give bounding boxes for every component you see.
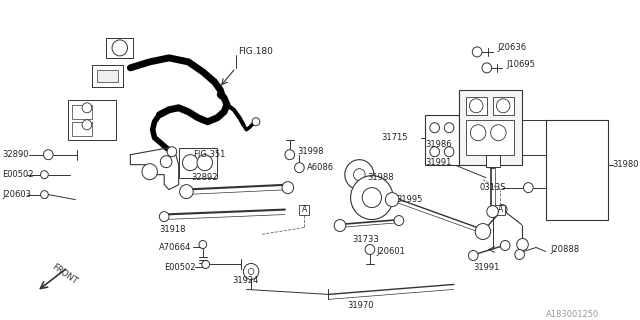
Circle shape <box>40 191 48 199</box>
Circle shape <box>444 123 454 133</box>
Circle shape <box>180 185 193 199</box>
Circle shape <box>487 205 499 218</box>
Text: E00502: E00502 <box>2 170 33 179</box>
Text: 31991: 31991 <box>473 263 500 272</box>
Text: J20888: J20888 <box>550 245 580 254</box>
Circle shape <box>470 125 486 141</box>
Text: A: A <box>301 205 307 214</box>
Circle shape <box>497 204 507 215</box>
Circle shape <box>142 164 157 180</box>
Circle shape <box>167 147 177 157</box>
Circle shape <box>40 171 48 179</box>
Circle shape <box>182 155 198 171</box>
Bar <box>97 70 118 82</box>
Circle shape <box>159 212 169 221</box>
Circle shape <box>468 251 478 260</box>
Bar <box>179 148 218 178</box>
Text: E00502: E00502 <box>164 263 196 272</box>
Text: A70664: A70664 <box>159 243 192 252</box>
Text: 31986: 31986 <box>425 140 452 149</box>
Bar <box>72 122 92 136</box>
Bar <box>92 65 123 87</box>
Text: J10695: J10695 <box>506 60 535 69</box>
Circle shape <box>161 156 172 168</box>
Text: 31924: 31924 <box>232 276 258 285</box>
Bar <box>106 38 133 58</box>
Circle shape <box>285 150 294 160</box>
Circle shape <box>351 176 393 220</box>
Circle shape <box>82 103 92 113</box>
Text: 32890: 32890 <box>2 150 28 159</box>
Bar <box>493 97 514 115</box>
Circle shape <box>524 183 533 193</box>
Bar <box>68 100 116 140</box>
Circle shape <box>476 224 491 239</box>
Circle shape <box>248 268 254 275</box>
Bar <box>546 120 609 220</box>
Circle shape <box>243 263 259 279</box>
Text: A: A <box>498 205 503 214</box>
Text: 31988: 31988 <box>367 173 394 182</box>
Circle shape <box>491 125 506 141</box>
Text: 31715: 31715 <box>381 133 408 142</box>
Circle shape <box>199 241 207 249</box>
Circle shape <box>202 260 209 268</box>
Circle shape <box>472 47 482 57</box>
Circle shape <box>282 182 294 194</box>
Text: 0313S: 0313S <box>479 183 506 192</box>
Circle shape <box>516 238 529 251</box>
Circle shape <box>430 123 440 133</box>
Text: J20601: J20601 <box>377 247 406 256</box>
Bar <box>425 115 459 165</box>
Bar <box>495 204 505 215</box>
Text: 31995: 31995 <box>396 195 422 204</box>
Text: 31970: 31970 <box>348 301 374 310</box>
Text: FIG.351: FIG.351 <box>193 150 225 159</box>
Circle shape <box>487 157 499 169</box>
Bar <box>465 97 487 115</box>
Circle shape <box>500 241 510 251</box>
Circle shape <box>430 147 440 157</box>
Text: FIG.180: FIG.180 <box>239 47 273 56</box>
Circle shape <box>334 220 346 232</box>
Circle shape <box>515 250 524 260</box>
Circle shape <box>362 188 381 208</box>
Text: FRONT: FRONT <box>50 262 79 286</box>
Circle shape <box>197 155 212 171</box>
Circle shape <box>469 99 483 113</box>
Circle shape <box>353 169 365 180</box>
Text: J20636: J20636 <box>497 44 527 52</box>
Circle shape <box>497 99 510 113</box>
Text: 31918: 31918 <box>159 225 186 234</box>
Bar <box>300 204 309 215</box>
Circle shape <box>252 118 260 126</box>
Circle shape <box>482 63 492 73</box>
Bar <box>465 120 514 155</box>
Text: 31998: 31998 <box>298 147 324 156</box>
Circle shape <box>385 193 399 207</box>
Circle shape <box>394 216 404 226</box>
Circle shape <box>294 163 304 173</box>
Bar <box>486 155 500 167</box>
Circle shape <box>345 160 374 190</box>
Bar <box>459 90 522 165</box>
Text: J20603: J20603 <box>2 190 31 199</box>
Text: 31991: 31991 <box>425 158 451 167</box>
Circle shape <box>44 150 53 160</box>
Circle shape <box>365 244 375 254</box>
Text: 31980: 31980 <box>612 160 639 169</box>
Text: A6086: A6086 <box>307 163 334 172</box>
Text: 31733: 31733 <box>353 235 380 244</box>
Text: A183001250: A183001250 <box>546 310 599 319</box>
Circle shape <box>82 120 92 130</box>
Circle shape <box>112 40 127 56</box>
Circle shape <box>444 147 454 157</box>
Bar <box>72 105 92 119</box>
Text: 32892: 32892 <box>191 173 218 182</box>
